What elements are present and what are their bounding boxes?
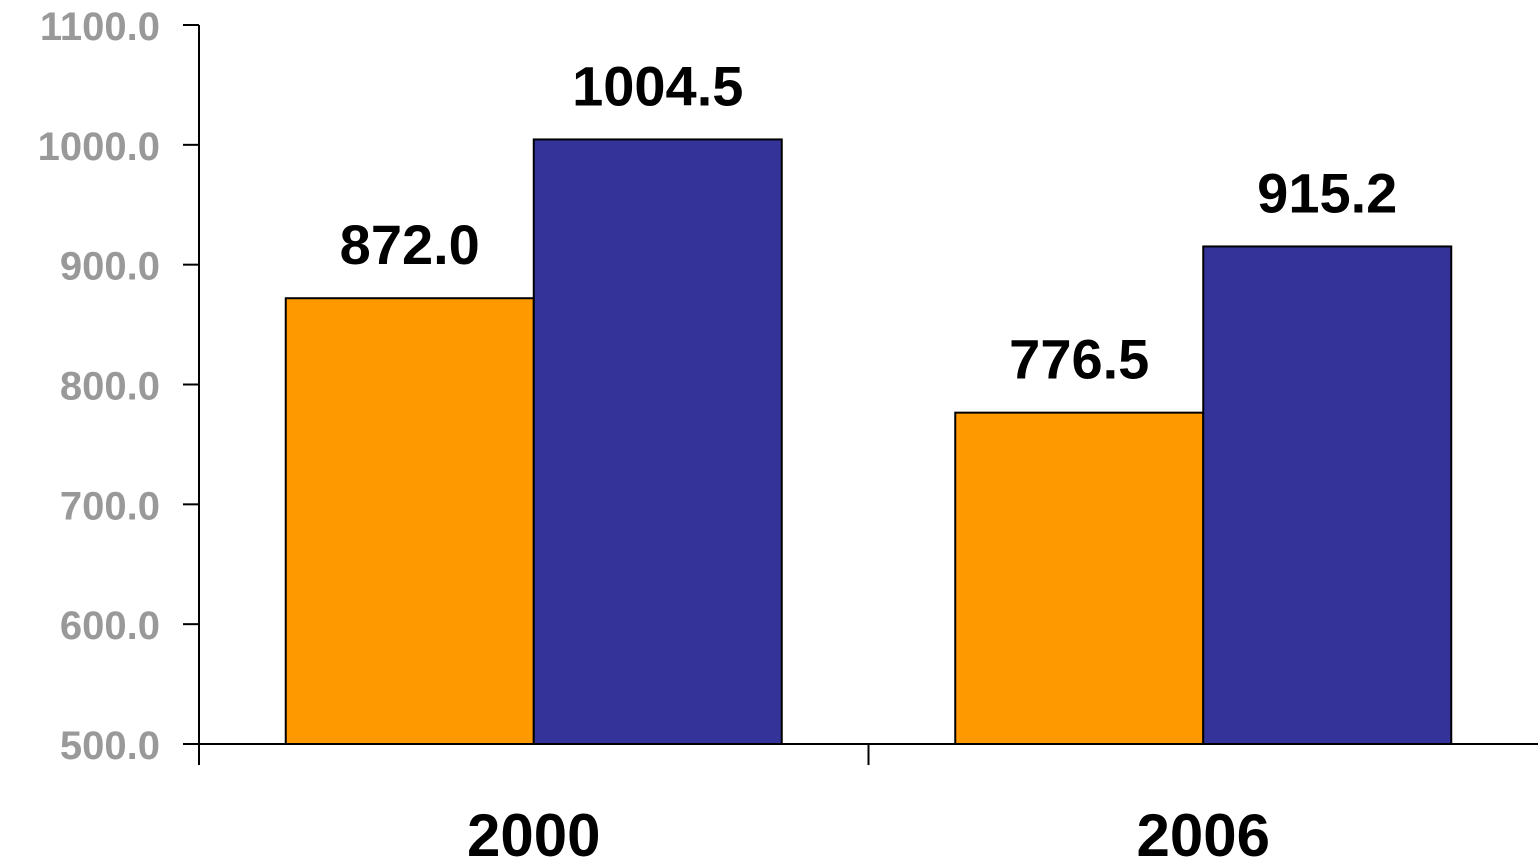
y-tick-label: 900.0 (60, 245, 160, 289)
x-tick-label-2000: 2000 (467, 802, 600, 860)
x-tick-label-2006: 2006 (1137, 802, 1270, 860)
data-label-2000-series-1: 872.0 (340, 213, 480, 276)
data-label-2006-series-1: 776.5 (1009, 328, 1149, 391)
bar-2000-series-2 (532, 138, 783, 745)
y-tick-label: 700.0 (60, 484, 160, 528)
bar-2006-series-2 (1202, 245, 1453, 745)
bar-2006-series-1 (954, 411, 1205, 745)
data-label-2006-series-2: 915.2 (1257, 161, 1397, 224)
y-tick-label: 1000.0 (38, 125, 160, 169)
y-tick-label: 600.0 (60, 604, 160, 648)
y-tick-label: 800.0 (60, 365, 160, 409)
data-label-2000-series-2: 1004.5 (572, 54, 743, 117)
bar-2000-series-1 (284, 297, 535, 745)
y-tick-label: 1100.0 (40, 5, 160, 49)
labels-layer: 872.0 1004.5 2000 776.5 915.2 2006 500.0 600.0 7… (38, 5, 1398, 860)
bars-layer (284, 138, 1453, 745)
y-tick-label: 500.0 (60, 724, 160, 768)
axes-layer (183, 24, 1538, 765)
